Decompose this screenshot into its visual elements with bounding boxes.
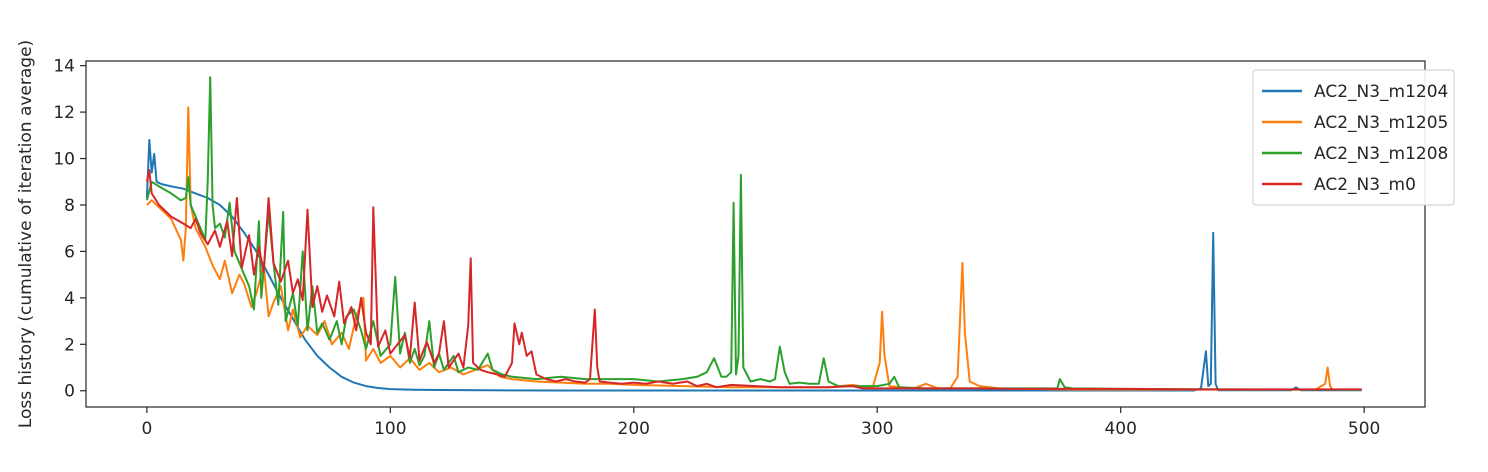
legend-label-AC2_N3_m1208: AC2_N3_m1208 [1314, 144, 1448, 164]
legend: AC2_N3_m1204 AC2_N3_m1205 AC2_N3_m1208 AC2_… [1252, 69, 1455, 206]
legend-items: AC2_N3_m1204 AC2_N3_m1205 AC2_N3_m1208 AC2_… [1262, 82, 1448, 195]
y-axis-label: Loss history (cumulative of iteration av… [16, 40, 36, 428]
series-layer [145, 76, 1362, 392]
legend-label-AC2_N3_m1205: AC2_N3_m1205 [1314, 113, 1448, 133]
y-tick-label: 8 [64, 196, 75, 216]
legend-label-AC2_N3_m0: AC2_N3_m0 [1314, 175, 1416, 195]
x-axis: 0 100 200 300 400 500 [141, 407, 1380, 439]
y-tick-label: 10 [53, 150, 75, 170]
plot-area [86, 61, 1425, 407]
y-tick-label: 4 [64, 289, 75, 309]
x-tick-label: 0 [141, 419, 152, 439]
y-tick-label: 12 [53, 103, 75, 123]
x-tick-label: 200 [618, 419, 650, 439]
x-tick-label: 300 [861, 419, 893, 439]
plot-frame [85, 60, 1426, 408]
y-tick-label: 0 [64, 382, 75, 402]
y-tick-label: 14 [53, 57, 75, 77]
series-line-AC2_N3_m1204 [145, 139, 1362, 392]
series-line-AC2_N3_m1205 [146, 106, 1362, 391]
x-tick-label: 400 [1104, 419, 1136, 439]
x-tick-label: 100 [374, 419, 406, 439]
series-line-AC2_N3_m1208 [145, 76, 1362, 391]
legend-box [1252, 69, 1455, 206]
y-axis: 0 2 4 6 8 10 12 14 [53, 57, 86, 402]
legend-label-AC2_N3_m1204: AC2_N3_m1204 [1314, 82, 1448, 102]
y-tick-label: 6 [64, 242, 75, 262]
y-tick-label: 2 [64, 335, 75, 355]
x-tick-label: 500 [1348, 419, 1380, 439]
series-line-AC2_N3_m0 [145, 169, 1362, 391]
